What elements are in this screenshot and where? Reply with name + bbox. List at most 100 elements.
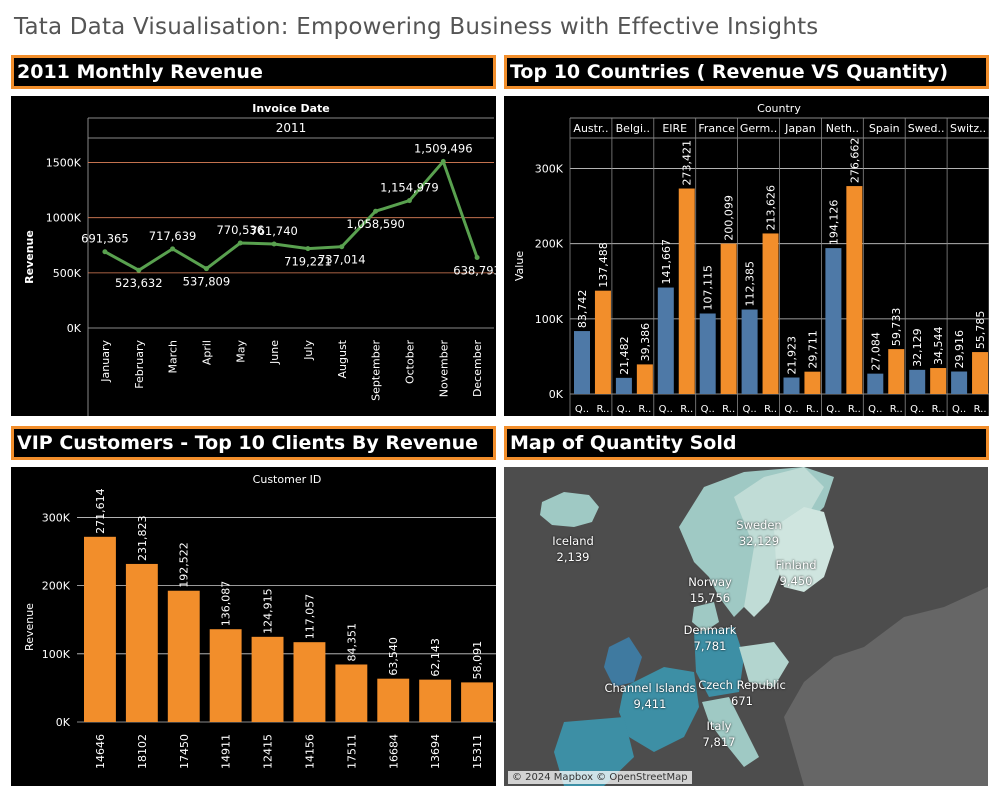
bar-label: 27,084 [869, 332, 882, 371]
top-countries-panel: Country 0K 100K 200K 300K Value Austr.. 83,742 Q… [504, 96, 990, 416]
monthly-revenue-panel: Invoice Date 2011 0K 500K 1000K 1500K Revenue 6… [11, 96, 501, 416]
x-tick-label: April [200, 340, 213, 365]
country-label: Swed.. [908, 122, 945, 135]
bar [720, 243, 737, 394]
europe-map-shapes [540, 467, 988, 786]
bar-label: 32,129 [911, 328, 924, 367]
data-label: 537,809 [183, 275, 231, 289]
measure-label: R.. [596, 404, 609, 415]
measure-label: R.. [638, 404, 651, 415]
y-tick-label: 200K [42, 580, 71, 593]
bar [762, 233, 779, 394]
bar [615, 377, 632, 394]
data-label: 638,793 [453, 264, 496, 278]
measure-label: R.. [848, 404, 861, 415]
measure-label: R.. [932, 404, 945, 415]
measure-label: Q.. [868, 404, 882, 415]
x-tick-label: 14646 [94, 734, 107, 769]
bar [209, 629, 242, 722]
bar-label: 29,916 [953, 330, 966, 369]
top-countries-chart: Country 0K 100K 200K 300K Value Austr.. 83,742 Q… [513, 102, 990, 416]
data-point [237, 240, 243, 246]
bar [867, 373, 884, 394]
bar-label: 29,711 [806, 330, 819, 369]
y-axis-title: Revenue [23, 603, 36, 651]
chart-header: Customer ID [253, 473, 322, 486]
bar-label: 124,915 [262, 588, 275, 634]
panel-title-monthly-revenue: 2011 Monthly Revenue [11, 55, 496, 89]
finland-shape [774, 507, 834, 592]
bar [930, 368, 947, 394]
bar-label: 21,482 [618, 336, 631, 375]
map-label-denmark: Denmark 7,781 [683, 623, 737, 653]
measure-label: Q.. [826, 404, 840, 415]
data-label: 523,632 [115, 276, 163, 290]
x-tick-label: June [268, 340, 281, 365]
bar-label: 117,057 [303, 594, 316, 640]
data-point [102, 249, 108, 255]
x-tick-label: 12415 [262, 734, 275, 769]
bar-label: 273,421 [681, 140, 694, 186]
bar-label: 231,823 [136, 515, 149, 561]
bar [251, 636, 284, 722]
page-title: Tata Data Visualisation: Empowering Busi… [14, 14, 819, 40]
x-tick-label: 14156 [303, 734, 316, 769]
bar-label: 271,614 [94, 488, 107, 534]
bar [377, 678, 410, 722]
data-point [474, 255, 480, 261]
map-label-sweden: Sweden 32,129 [736, 518, 782, 548]
country-label: Spain [869, 122, 900, 135]
measure-label: R.. [722, 404, 735, 415]
bar [888, 349, 905, 394]
iberia-shape [554, 717, 634, 786]
y-axis-title: Value [513, 251, 526, 281]
measure-label: Q.. [910, 404, 924, 415]
data-label: 719,221 [284, 255, 332, 269]
measure-label: Q.. [952, 404, 966, 415]
x-tick-label: 14911 [220, 734, 233, 769]
x-tick-label: July [302, 340, 315, 361]
map-attribution: © 2024 Mapbox © OpenStreetMap [508, 771, 692, 784]
map-label-norway: Norway 15,756 [688, 575, 732, 605]
data-label: 717,639 [149, 229, 197, 243]
x-tick-label: October [403, 340, 416, 384]
revenue-line [104, 158, 479, 272]
x-tick-label: January [99, 340, 112, 383]
iceland-shape [540, 492, 599, 527]
measure-label: R.. [974, 404, 987, 415]
data-point [170, 246, 176, 252]
data-point [339, 244, 345, 250]
bar [167, 590, 200, 722]
measure-label: R.. [806, 404, 819, 415]
monthly-revenue-chart: Invoice Date 2011 0K 500K 1000K 1500K Revenue 6… [23, 102, 501, 416]
panel-title-map: Map of Quantity Sold [504, 426, 989, 460]
data-point [406, 198, 412, 204]
data-point [203, 266, 209, 272]
bar [846, 186, 863, 394]
y-tick-label: 500K [53, 267, 82, 280]
germany-shape [694, 627, 744, 697]
map-label-czech-republic: Czech Republic 671 [698, 678, 786, 708]
measure-label: Q.. [617, 404, 631, 415]
x-tick-label: 18102 [136, 734, 149, 769]
measure-label: Q.. [742, 404, 756, 415]
poland-shape [739, 642, 789, 687]
data-point [136, 267, 142, 273]
bar-label: 34,544 [932, 327, 945, 366]
bar [699, 313, 716, 394]
bar-label: 59,733 [890, 308, 903, 347]
bar-label: 137,488 [597, 242, 610, 288]
denmark-shape [692, 602, 719, 632]
x-tick-label: March [167, 340, 180, 374]
year-label: 2011 [276, 121, 307, 135]
bar-label: 62,143 [429, 638, 442, 677]
vip-customers-panel: Customer ID 0K 100K 200K 300K Revenue 271,614 1… [11, 467, 496, 786]
bar [335, 664, 368, 722]
measure-label: Q.. [701, 404, 715, 415]
bar [419, 679, 452, 722]
quantity-map[interactable]: Iceland 2,139 Sweden 32,129 Finland 9,450 Norw… [504, 467, 988, 786]
data-label: 737,014 [318, 253, 366, 267]
x-tick-label: November [437, 340, 450, 398]
map-label-iceland: Iceland 2,139 [552, 534, 594, 564]
eastern-land [784, 587, 988, 786]
